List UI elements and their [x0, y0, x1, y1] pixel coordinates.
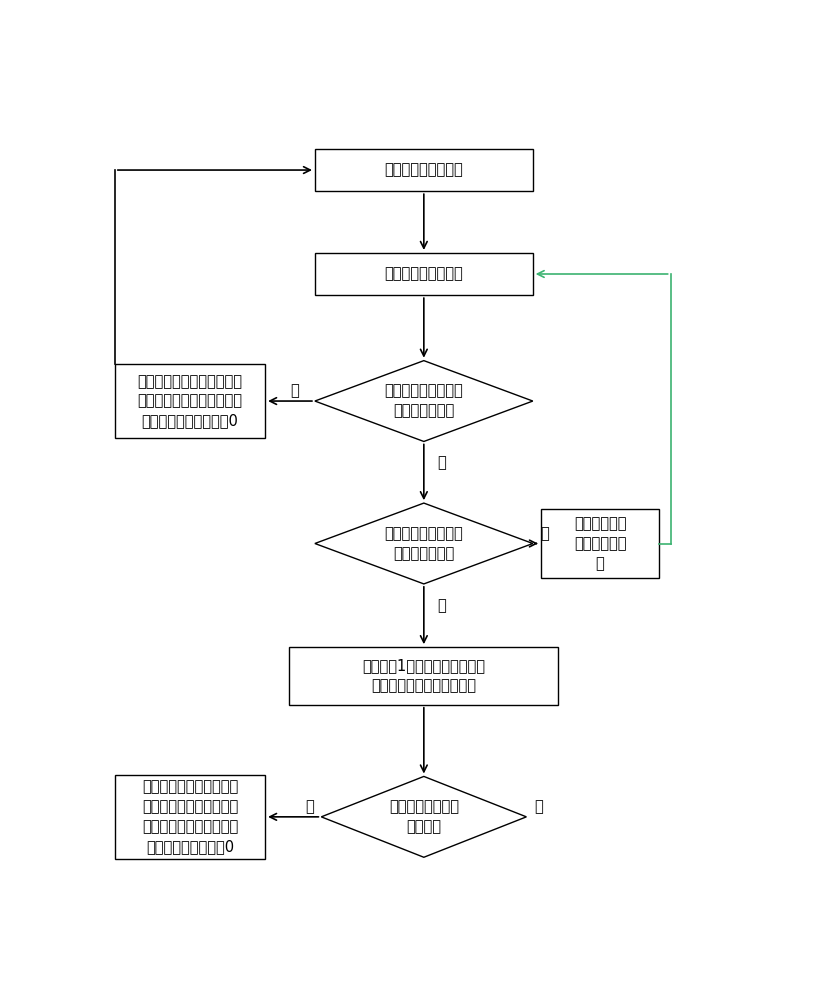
Polygon shape — [315, 503, 533, 584]
Text: 延迟时间当前值等于
延迟时间测定值: 延迟时间当前值等于 延迟时间测定值 — [385, 526, 463, 561]
Text: 是: 是 — [541, 526, 549, 541]
Text: 否: 否 — [305, 799, 313, 814]
Text: 计数值小于所述第
一预设值: 计数值小于所述第 一预设值 — [389, 799, 459, 834]
Text: 是: 是 — [534, 799, 543, 814]
Text: 获取延迟时间测定值: 获取延迟时间测定值 — [385, 266, 463, 282]
Text: 延迟时间测定值设为所述延
迟时间当前值，清空测定值
记录表，并将计数值置0: 延迟时间测定值设为所述延 迟时间当前值，清空测定值 记录表，并将计数值置0 — [137, 374, 242, 428]
Text: 将测定值记录表中最大的
延迟时间测定值设为延迟
时间当前值，清空测定值
记录表，将计数值置0: 将测定值记录表中最大的 延迟时间测定值设为延迟 时间当前值，清空测定值 记录表，… — [141, 780, 238, 854]
Bar — [289, 647, 558, 705]
Polygon shape — [321, 776, 527, 857]
Text: 获取延迟时间当前值: 获取延迟时间当前值 — [385, 163, 463, 178]
Bar — [315, 253, 533, 295]
Text: 否: 否 — [437, 598, 446, 613]
Bar — [115, 364, 265, 438]
Text: 计数值加1并将所述延迟时间测
定值存入所述测定值记录表: 计数值加1并将所述延迟时间测 定值存入所述测定值记录表 — [362, 659, 485, 693]
Text: 否: 否 — [437, 455, 446, 470]
Bar — [541, 509, 659, 578]
Bar — [115, 774, 265, 859]
Bar — [315, 149, 533, 191]
Text: 保持所述延迟
时间当前值不
变: 保持所述延迟 时间当前值不 变 — [574, 516, 626, 571]
Polygon shape — [315, 361, 533, 441]
Text: 延迟时间当前值大于
延迟时间测定值: 延迟时间当前值大于 延迟时间测定值 — [385, 384, 463, 418]
Text: 是: 是 — [290, 384, 299, 399]
